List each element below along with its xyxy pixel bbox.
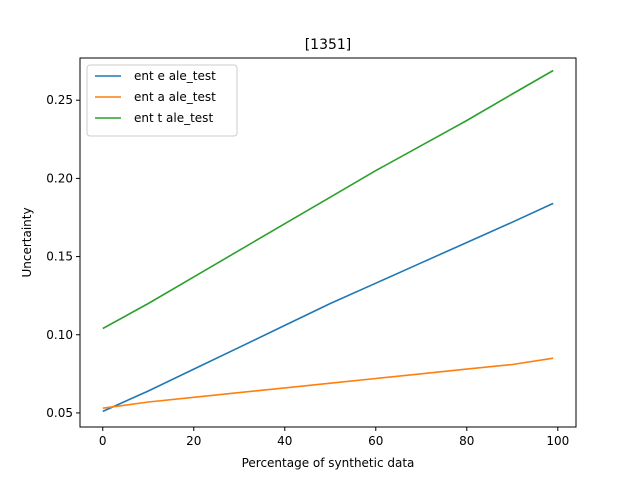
x-tick-label: 60 [368, 434, 383, 448]
y-tick-label: 0.10 [46, 328, 73, 342]
x-tick-label: 80 [459, 434, 474, 448]
plot-area [79, 57, 577, 428]
x-tick-label: 40 [277, 434, 292, 448]
legend-label: ent e ale_test [134, 69, 216, 83]
series-layer [102, 69, 554, 413]
series-line [102, 357, 554, 409]
y-axis: 0.05 0.10 0.15 0.20 0.25 [46, 93, 80, 420]
y-tick-label: 0.25 [46, 93, 73, 107]
x-tick-label: 0 [99, 434, 107, 448]
legend-label: ent a ale_test [134, 90, 216, 104]
legend-label: ent t ale_test [134, 111, 213, 125]
series-line [102, 202, 554, 413]
y-axis-label: Uncertainty [20, 207, 34, 277]
x-tick-label: 100 [546, 434, 569, 448]
x-axis: 0 20 40 60 80 100 [99, 427, 569, 448]
x-tick-label: 20 [186, 434, 201, 448]
y-tick-label: 0.20 [46, 171, 73, 185]
y-tick-label: 0.05 [46, 406, 73, 420]
legend-box [86, 64, 238, 137]
series-line [102, 69, 554, 330]
chart-title: [1351] [305, 37, 352, 53]
x-axis-label: Percentage of synthetic data [242, 456, 415, 470]
y-tick-label: 0.15 [46, 250, 73, 264]
